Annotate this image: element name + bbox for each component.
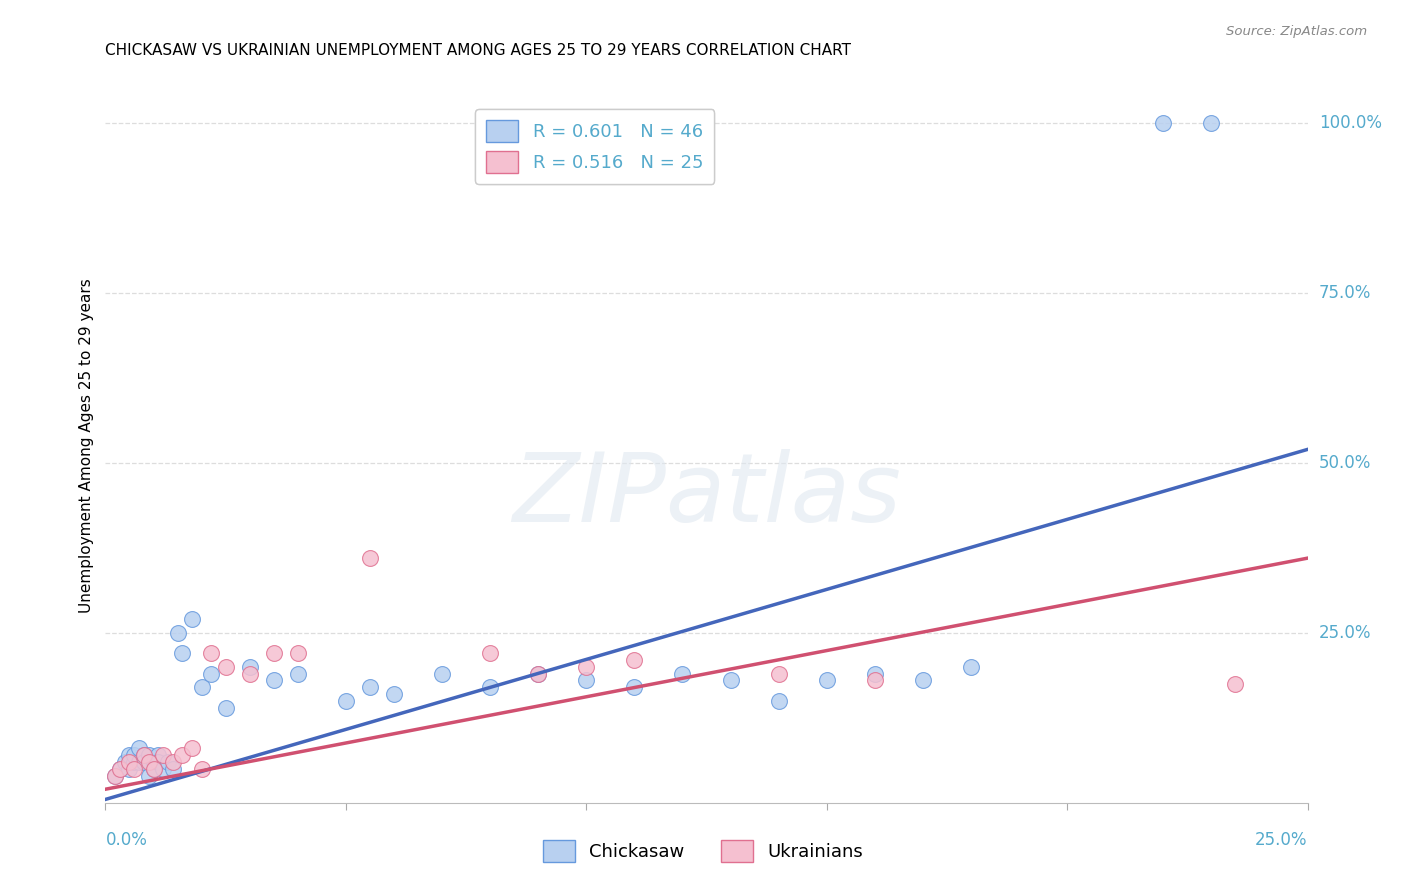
Point — [132, 748, 155, 763]
Point — [214, 660, 236, 674]
Point — [181, 612, 204, 626]
Point — [815, 673, 838, 688]
Point — [200, 666, 222, 681]
Point — [1152, 116, 1174, 130]
Point — [114, 755, 136, 769]
Text: 25.0%: 25.0% — [1256, 830, 1308, 848]
Point — [124, 748, 146, 763]
Point — [142, 762, 165, 776]
Point — [118, 762, 141, 776]
Point — [190, 762, 212, 776]
Point — [575, 660, 598, 674]
Text: Source: ZipAtlas.com: Source: ZipAtlas.com — [1226, 25, 1367, 38]
Point — [148, 755, 170, 769]
Point — [200, 646, 222, 660]
Point — [132, 748, 155, 763]
Point — [479, 680, 502, 694]
Point — [124, 755, 146, 769]
Point — [768, 666, 790, 681]
Point — [359, 551, 381, 566]
Point — [263, 646, 285, 660]
Point — [124, 762, 146, 776]
Point — [138, 769, 160, 783]
Point — [132, 755, 155, 769]
Point — [104, 769, 127, 783]
Point — [623, 680, 645, 694]
Point — [335, 694, 357, 708]
Point — [138, 755, 160, 769]
Point — [104, 769, 127, 783]
Point — [671, 666, 693, 681]
Point — [166, 626, 188, 640]
Point — [142, 755, 165, 769]
Point — [430, 666, 453, 681]
Legend: Chickasaw, Ukrainians: Chickasaw, Ukrainians — [536, 833, 870, 870]
Point — [768, 694, 790, 708]
Point — [527, 666, 550, 681]
Point — [108, 762, 131, 776]
Point — [960, 660, 983, 674]
Point — [1225, 677, 1247, 691]
Point — [190, 680, 212, 694]
Point — [172, 748, 194, 763]
Point — [287, 646, 309, 660]
Point — [575, 673, 598, 688]
Point — [156, 755, 179, 769]
Point — [720, 673, 742, 688]
Point — [181, 741, 204, 756]
Point — [239, 666, 262, 681]
Point — [142, 762, 165, 776]
Text: 50.0%: 50.0% — [1319, 454, 1371, 472]
Point — [263, 673, 285, 688]
Legend: R = 0.601   N = 46, R = 0.516   N = 25: R = 0.601 N = 46, R = 0.516 N = 25 — [475, 109, 714, 184]
Text: 0.0%: 0.0% — [105, 830, 148, 848]
Point — [118, 748, 141, 763]
Point — [152, 762, 174, 776]
Point — [108, 762, 131, 776]
Point — [118, 755, 141, 769]
Point — [382, 687, 405, 701]
Point — [1201, 116, 1223, 130]
Point — [527, 666, 550, 681]
Point — [479, 646, 502, 660]
Point — [172, 646, 194, 660]
Point — [162, 762, 184, 776]
Point — [214, 700, 236, 714]
Point — [863, 666, 886, 681]
Point — [128, 741, 150, 756]
Text: 25.0%: 25.0% — [1319, 624, 1371, 642]
Y-axis label: Unemployment Among Ages 25 to 29 years: Unemployment Among Ages 25 to 29 years — [79, 278, 94, 614]
Point — [152, 748, 174, 763]
Point — [128, 755, 150, 769]
Point — [239, 660, 262, 674]
Text: 75.0%: 75.0% — [1319, 284, 1371, 302]
Point — [138, 748, 160, 763]
Point — [148, 748, 170, 763]
Point — [162, 755, 184, 769]
Point — [911, 673, 934, 688]
Text: ZIPatlas: ZIPatlas — [512, 450, 901, 542]
Text: 100.0%: 100.0% — [1319, 114, 1382, 132]
Point — [359, 680, 381, 694]
Point — [623, 653, 645, 667]
Text: CHICKASAW VS UKRAINIAN UNEMPLOYMENT AMONG AGES 25 TO 29 YEARS CORRELATION CHART: CHICKASAW VS UKRAINIAN UNEMPLOYMENT AMON… — [105, 43, 852, 58]
Point — [863, 673, 886, 688]
Point — [287, 666, 309, 681]
